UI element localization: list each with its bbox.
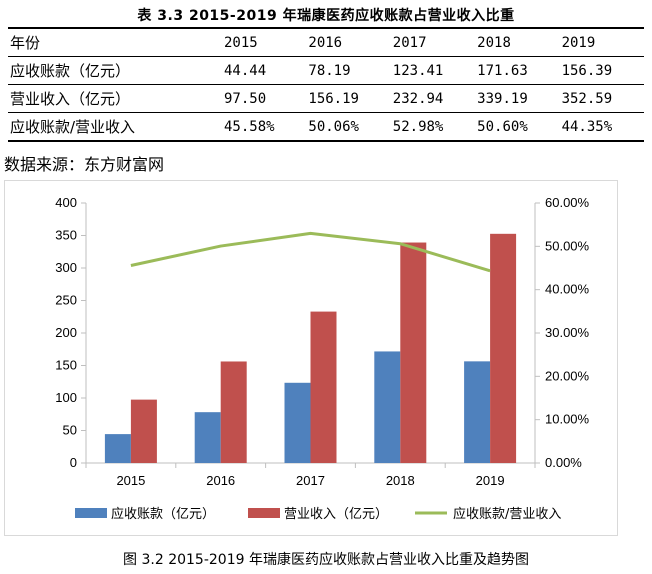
legend-label: 应收账款/营业收入 [453, 506, 561, 522]
table-row: 应收账款/营业收入 45.58% 50.06% 52.98% 50.60% 44.35% [8, 112, 644, 142]
table-cell: 339.19 [475, 84, 560, 113]
figure-caption: 图 3.2 2015-2019 年瑞康医药应收账款占营业收入比重及趋势图 [123, 552, 529, 568]
table-cell: 232.94 [390, 84, 476, 113]
line-ratio [130, 231, 491, 273]
row-header-cell: 营业收入（亿元） [8, 84, 222, 113]
x-tick-label: 2018 [386, 473, 415, 488]
row-header-cell: 年份 [8, 27, 222, 57]
bar-receivables [104, 434, 131, 463]
y2-tick-label: 30.00% [545, 325, 590, 340]
x-tick-label: 2019 [476, 473, 505, 488]
legend-label: 营业收入（亿元） [284, 507, 388, 522]
bar-receivables [464, 361, 491, 463]
combo-chart: 0 50 100 150 200 250 300 350 400 0.00% 10.00% 20.00… [55, 195, 590, 522]
bar-revenue [220, 361, 247, 463]
y-tick-label: 100 [55, 390, 77, 405]
legend-label: 应收账款（亿元） [111, 506, 215, 522]
chart-container: 0 50 100 150 200 250 300 350 400 0.00% 10.00% 20.00… [4, 180, 618, 536]
x-tick-label: 2015 [116, 473, 145, 488]
table-cell: 123.41 [390, 56, 476, 85]
table-row: 应收账款（亿元） 44.44 78.19 123.41 171.63 156.39 [8, 56, 644, 85]
row-header-cell: 应收账款（亿元） [8, 56, 222, 85]
y-tick-label: 150 [55, 358, 77, 373]
table-cell: 44.44 [222, 56, 307, 85]
y-tick-label: 400 [55, 195, 77, 210]
bar-revenue [490, 233, 517, 463]
table-cell: 52.98% [390, 112, 476, 142]
y2-tick-label: 50.00% [545, 238, 590, 253]
y2-tick-label: 0.00% [545, 455, 582, 470]
table-title: 表 3.3 2015-2019 年瑞康医药应收账款占营业收入比重 [137, 8, 515, 24]
legend-swatch [248, 508, 280, 518]
y-tick-label: 250 [55, 293, 77, 308]
y-tick-label: 50 [63, 423, 77, 438]
row-header-cell: 应收账款/营业收入 [8, 112, 222, 142]
table-cell: 2018 [475, 27, 560, 57]
table-cell: 156.39 [559, 56, 644, 85]
y-tick-label: 0 [70, 455, 77, 470]
table-cell: 171.63 [475, 56, 560, 85]
table-cell: 78.19 [306, 56, 391, 85]
y2-tick-label: 60.00% [545, 195, 590, 210]
table-cell: 2017 [390, 27, 476, 57]
table-cell: 352.59 [559, 84, 644, 113]
bar-receivables [194, 412, 221, 463]
y-tick-label: 300 [55, 260, 77, 275]
table-cell: 2016 [306, 27, 391, 57]
y-tick-label: 350 [55, 228, 77, 243]
table-row: 年份 2015 2016 2017 2018 2019 [8, 27, 644, 57]
y2-tick-label: 10.00% [545, 412, 590, 427]
table-cell: 45.58% [222, 112, 307, 142]
table-cell: 156.19 [306, 84, 391, 113]
x-tick-label: 2016 [206, 473, 235, 488]
table-cell: 50.60% [475, 112, 560, 142]
y2-tick-label: 20.00% [545, 368, 590, 383]
table-cell: 2019 [559, 27, 644, 57]
bar-receivables [374, 351, 401, 463]
bar-revenue [310, 311, 337, 463]
bar-receivables [284, 382, 311, 463]
y-tick-label: 200 [55, 325, 77, 340]
table-row: 营业收入（亿元） 97.50 156.19 232.94 339.19 352.59 [8, 84, 644, 113]
table-cell: 50.06% [306, 112, 391, 142]
y2-tick-label: 40.00% [545, 282, 590, 297]
data-table: 年份 2015 2016 2017 2018 2019 应收账款（亿元） 44.44 78.19… [8, 27, 644, 142]
table-cell: 97.50 [222, 84, 307, 113]
source-note: 数据来源：东方财富网 [4, 155, 165, 174]
bar-revenue [130, 399, 157, 463]
table-cell: 44.35% [559, 112, 644, 142]
legend-swatch [75, 508, 107, 518]
table-cell: 2015 [222, 27, 307, 57]
bar-revenue [400, 242, 427, 463]
x-tick-label: 2017 [296, 473, 325, 488]
